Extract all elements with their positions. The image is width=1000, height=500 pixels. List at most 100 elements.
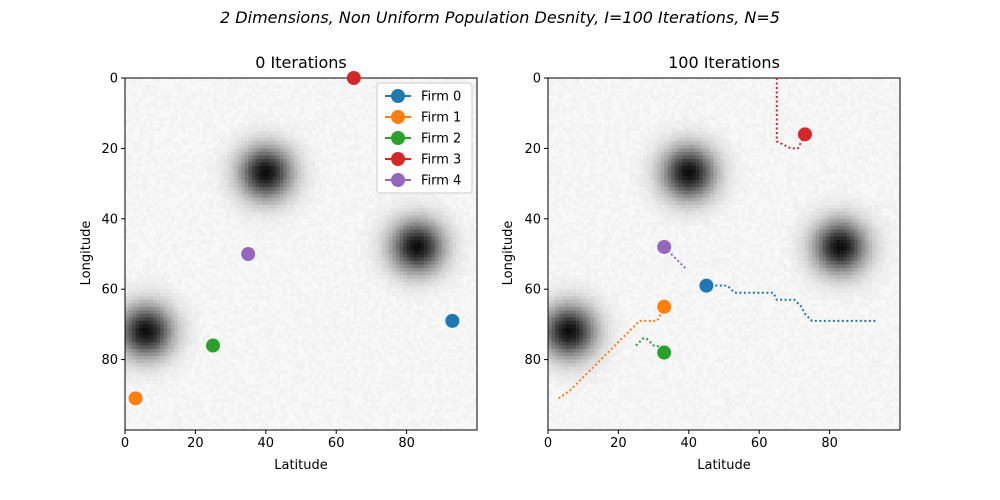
heatmap-cell xyxy=(181,334,186,339)
heatmap-cell xyxy=(459,345,464,350)
heatmap-cell xyxy=(237,123,242,128)
heatmap-cell xyxy=(220,130,224,135)
heatmap-cell xyxy=(448,338,453,343)
heatmap-cell xyxy=(371,317,376,322)
heatmap-cell xyxy=(392,208,397,213)
heatmap-cell xyxy=(125,183,129,188)
heatmap-cell xyxy=(213,317,217,322)
heatmap-cell xyxy=(244,215,249,220)
panel-title: 0 Iterations xyxy=(255,53,346,72)
heatmap-cell xyxy=(230,349,235,353)
heatmap-cell xyxy=(163,187,168,191)
heatmap-cell xyxy=(308,155,312,160)
heatmap-cell xyxy=(262,151,267,156)
heatmap-cell xyxy=(315,324,319,329)
heatmap-cell xyxy=(343,180,348,184)
heatmap-cell xyxy=(420,261,425,265)
heatmap-cell xyxy=(220,190,224,195)
heatmap-cell xyxy=(290,299,295,304)
heatmap-cell xyxy=(297,123,302,128)
heatmap-cell xyxy=(184,275,189,279)
heatmap-cell xyxy=(153,204,157,209)
heatmap-cell xyxy=(234,187,238,191)
heatmap-cell xyxy=(339,268,344,272)
heatmap-cell xyxy=(448,246,453,251)
heatmap-cell xyxy=(367,225,372,230)
heatmap-cell xyxy=(290,204,295,209)
heatmap-cell xyxy=(343,113,348,117)
heatmap-cell xyxy=(420,264,425,269)
heatmap-cell xyxy=(279,334,284,339)
heatmap-cell xyxy=(332,278,337,283)
heatmap-cell xyxy=(350,123,355,128)
heatmap-cell xyxy=(262,169,267,174)
heatmap-cell xyxy=(353,257,358,262)
heatmap-cell xyxy=(452,268,457,272)
heatmap-cell xyxy=(230,169,235,174)
heatmap-cell xyxy=(276,141,281,146)
heatmap-cell xyxy=(413,278,418,283)
heatmap-cell xyxy=(244,303,249,308)
heatmap-cell xyxy=(135,120,140,125)
heatmap-cell xyxy=(378,352,383,357)
heatmap-cell xyxy=(367,254,372,258)
heatmap-cell xyxy=(146,342,150,346)
heatmap-cell xyxy=(198,282,203,286)
heatmap-cell xyxy=(146,183,150,188)
heatmap-cell xyxy=(216,194,221,198)
heatmap-cell xyxy=(132,331,136,336)
heatmap-cell xyxy=(343,254,348,258)
heatmap-cell xyxy=(272,187,277,191)
heatmap-cell xyxy=(167,162,172,167)
heatmap-cell xyxy=(230,187,235,191)
heatmap-cell xyxy=(198,151,203,156)
heatmap-cell xyxy=(135,338,140,343)
heatmap-cell xyxy=(403,278,407,283)
heatmap-cell xyxy=(360,134,365,139)
heatmap-cell xyxy=(315,169,319,174)
heatmap-cell xyxy=(438,271,443,276)
heatmap-cell xyxy=(413,211,418,216)
heatmap-cell xyxy=(403,197,407,202)
heatmap-cell xyxy=(251,148,256,153)
heatmap-cell xyxy=(255,236,260,241)
heatmap-cell xyxy=(149,120,154,125)
heatmap-cell xyxy=(406,261,411,265)
heatmap-cell xyxy=(392,289,397,293)
heatmap-cell xyxy=(149,345,154,350)
heatmap-cell xyxy=(304,204,309,209)
heatmap-cell xyxy=(469,345,474,350)
heatmap-cell xyxy=(265,176,270,181)
heatmap-cell xyxy=(160,169,164,174)
heatmap-cell xyxy=(403,327,407,332)
heatmap-cell xyxy=(269,148,274,153)
heatmap-cell xyxy=(181,327,186,332)
heatmap-cell xyxy=(413,310,418,315)
heatmap-cell xyxy=(283,292,288,297)
heatmap-cell xyxy=(403,268,407,272)
heatmap-cell xyxy=(353,345,358,350)
heatmap-cell xyxy=(325,232,330,237)
heatmap-cell xyxy=(410,282,414,286)
heatmap-cell xyxy=(473,88,477,93)
heatmap-cell xyxy=(269,204,274,209)
heatmap-cell xyxy=(209,236,214,241)
heatmap-cell xyxy=(234,194,238,198)
heatmap-cell xyxy=(153,268,157,272)
heatmap-cell xyxy=(153,282,157,286)
heatmap-cell xyxy=(325,296,330,301)
heatmap-cell xyxy=(198,190,203,195)
heatmap-cell xyxy=(301,194,305,198)
heatmap-cell xyxy=(466,278,471,283)
heatmap-cell xyxy=(209,201,214,205)
heatmap-cell xyxy=(135,285,140,290)
heatmap-cell xyxy=(128,313,133,318)
heatmap-cell xyxy=(350,285,355,290)
heatmap-cell xyxy=(304,268,309,272)
heatmap-cell xyxy=(167,282,172,286)
heatmap-cell xyxy=(455,229,460,234)
heatmap-cell xyxy=(188,257,193,262)
heatmap-cell xyxy=(227,197,231,202)
heatmap-cell xyxy=(269,303,274,308)
heatmap-cell xyxy=(378,254,383,258)
